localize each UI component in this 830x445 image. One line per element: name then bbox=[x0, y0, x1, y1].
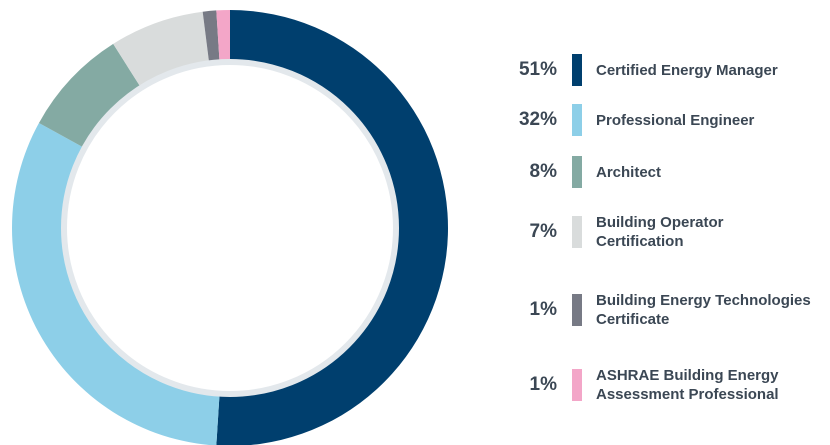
legend-swatch bbox=[572, 369, 582, 401]
legend-swatch bbox=[572, 294, 582, 326]
legend-value: 1% bbox=[529, 299, 557, 320]
legend-value: 8% bbox=[529, 161, 557, 182]
legend-label: Professional Engineer bbox=[596, 111, 755, 129]
legend-label: ASHRAE Building Energy Assessment Profes… bbox=[596, 367, 779, 403]
legend-swatch bbox=[572, 216, 582, 248]
donut-hole bbox=[61, 59, 399, 397]
legend-label: Certified Energy Manager bbox=[596, 61, 778, 79]
legend-item: 1% Building Energy Technologies Certifica… bbox=[480, 291, 811, 329]
legend-value: 1% bbox=[529, 374, 557, 395]
legend-value: 51% bbox=[518, 59, 557, 80]
chart bbox=[12, 10, 448, 445]
legend-item: 32% Professional Engineer bbox=[480, 104, 754, 136]
legend-label: Building Energy Technologies Certificate bbox=[596, 292, 811, 328]
slice bbox=[216, 10, 230, 66]
legend-swatch bbox=[572, 156, 582, 188]
slice bbox=[202, 10, 220, 67]
legend-swatch bbox=[572, 104, 582, 136]
slice bbox=[216, 10, 448, 445]
legend-item: 8% Architect bbox=[480, 156, 661, 188]
legend-label: Architect bbox=[596, 163, 662, 181]
legend-swatch bbox=[572, 54, 582, 86]
legend-item: 51% Certified Energy Manager bbox=[480, 54, 778, 86]
slice bbox=[38, 43, 143, 150]
legend-item: 1% ASHRAE Building Energy Assessment Prof… bbox=[480, 366, 811, 404]
legend-value: 7% bbox=[529, 221, 557, 242]
legend-label: Building Operator Certification bbox=[596, 214, 724, 250]
legend-item: 7% Building Operator Certification bbox=[480, 213, 811, 251]
legend-value: 32% bbox=[518, 109, 557, 130]
